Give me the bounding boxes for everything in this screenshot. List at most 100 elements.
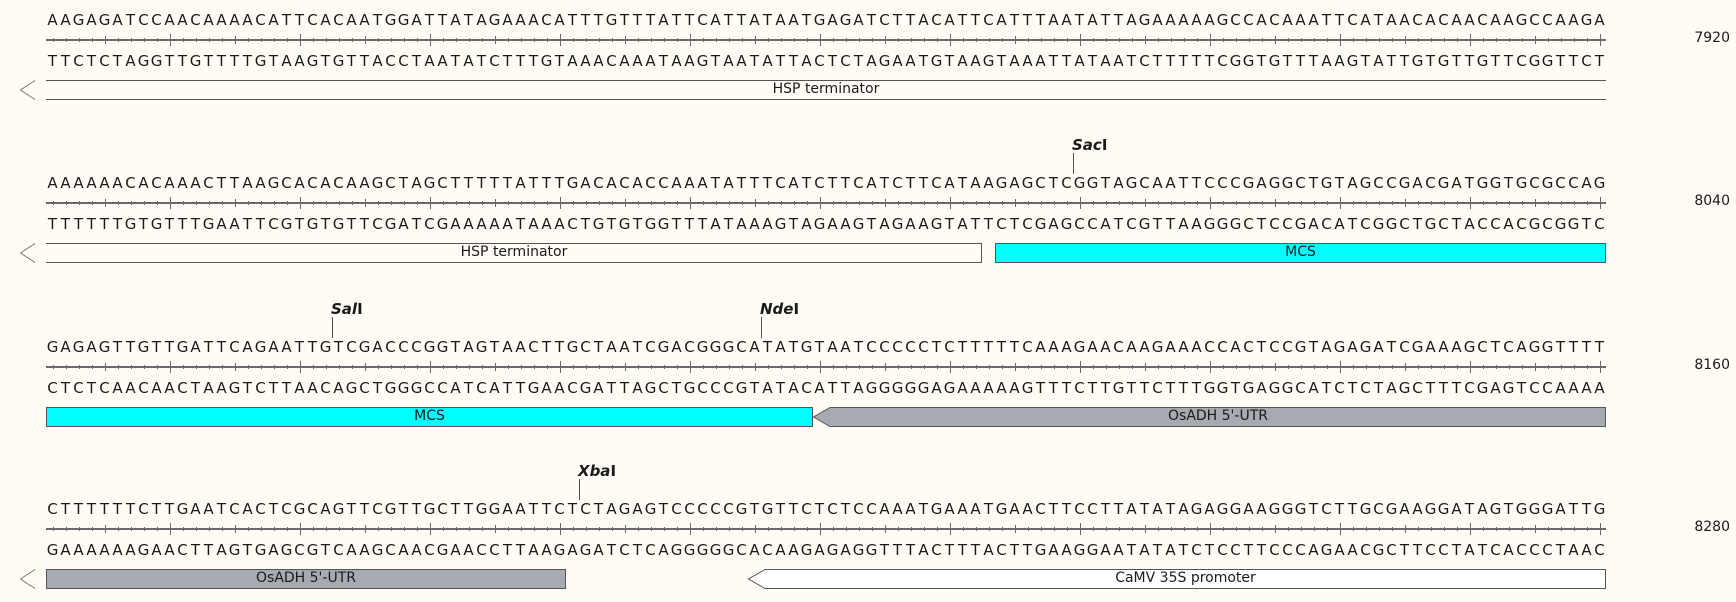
ruler-tick — [728, 201, 730, 205]
base: C — [1490, 541, 1501, 559]
ruler-tick — [338, 38, 340, 42]
ruler-tick — [1300, 38, 1302, 42]
ruler-tick — [221, 201, 223, 205]
base: G — [1424, 215, 1437, 233]
enzyme-label-sali[interactable]: SalI — [331, 301, 363, 317]
ruler-tick — [884, 199, 886, 207]
base: G — [1528, 52, 1541, 70]
ruler-tick — [936, 365, 938, 369]
ruler-tick — [1105, 201, 1107, 205]
ruler-tick — [156, 201, 158, 205]
base: T — [424, 11, 435, 29]
base: A — [775, 338, 786, 356]
base: A — [1334, 541, 1345, 559]
base: G — [696, 52, 709, 70]
base: G — [1593, 174, 1606, 192]
base: C — [1269, 215, 1280, 233]
base: G — [1476, 174, 1489, 192]
base: A — [73, 174, 84, 192]
base: G — [1125, 174, 1138, 192]
base: T — [827, 174, 838, 192]
ruler-tick — [1365, 38, 1367, 42]
ruler-tick — [1196, 365, 1198, 369]
base: G — [1216, 500, 1229, 518]
ruler-tick — [52, 38, 54, 42]
base: T — [775, 500, 786, 518]
ruler-tick — [559, 197, 561, 209]
feature-hsp-terminator[interactable]: HSP terminator — [46, 243, 982, 263]
ruler-tick — [1586, 365, 1588, 369]
base: C — [1555, 174, 1566, 192]
base: G — [891, 215, 904, 233]
base: A — [86, 541, 97, 559]
base: A — [1555, 379, 1566, 397]
base: G — [1580, 11, 1593, 29]
base: C — [697, 11, 708, 29]
enzyme-label-saci[interactable]: SacI — [1072, 137, 1107, 153]
base: T — [86, 215, 97, 233]
ruler-tick — [312, 38, 314, 42]
ruler-tick — [819, 34, 821, 46]
base: T — [879, 541, 890, 559]
base: T — [775, 379, 786, 397]
base: G — [982, 52, 995, 70]
base: A — [1490, 379, 1501, 397]
enzyme-label-xbai[interactable]: XbaI — [578, 463, 616, 479]
base: C — [1412, 379, 1423, 397]
base: A — [1477, 500, 1488, 518]
base: T — [281, 379, 292, 397]
ruler-tick — [1313, 365, 1315, 369]
ruler-tick — [559, 523, 561, 535]
ruler-tick — [143, 38, 145, 42]
base: T — [1412, 541, 1423, 559]
ruler-tick — [1378, 527, 1380, 531]
base: A — [1178, 500, 1189, 518]
base: G — [865, 541, 878, 559]
ruler-tick — [637, 38, 639, 42]
ruler-tick — [923, 527, 925, 531]
base: A — [255, 174, 266, 192]
feature-osadh-5-utr[interactable]: OsADH 5'-UTR — [46, 569, 566, 589]
base: T — [957, 541, 968, 559]
base: G — [72, 338, 85, 356]
base: A — [541, 541, 552, 559]
base: T — [125, 338, 136, 356]
ruler-tick — [1417, 38, 1419, 42]
base: A — [1256, 379, 1267, 397]
base: G — [878, 52, 891, 70]
ruler-tick — [1495, 527, 1497, 531]
base: C — [1490, 215, 1501, 233]
base: A — [1321, 338, 1332, 356]
base: T — [346, 500, 357, 518]
ruler-tick — [1027, 201, 1029, 205]
ruler-tick — [1339, 523, 1341, 535]
enzyme-label-ndei[interactable]: NdeI — [760, 301, 799, 317]
base: T — [463, 11, 474, 29]
base: A — [346, 541, 357, 559]
base: G — [852, 541, 865, 559]
base: T — [60, 379, 71, 397]
base: T — [1347, 379, 1358, 397]
base: A — [320, 11, 331, 29]
feature-mcs[interactable]: MCS — [46, 407, 813, 427]
feature-camv-35s-promoter[interactable]: CaMV 35S promoter — [747, 569, 1606, 589]
ruler-tick — [169, 197, 171, 209]
feature-osadh-5-utr[interactable]: OsADH 5'-UTR — [812, 407, 1606, 427]
ruler-line — [46, 39, 1606, 41]
base: A — [658, 541, 669, 559]
feature-hsp-terminator[interactable]: HSP terminator — [46, 80, 1606, 100]
feature-mcs[interactable]: MCS — [995, 243, 1606, 263]
base: C — [190, 11, 201, 29]
base: A — [359, 11, 370, 29]
ruler-tick — [156, 38, 158, 42]
base: T — [853, 52, 864, 70]
base: C — [996, 215, 1007, 233]
